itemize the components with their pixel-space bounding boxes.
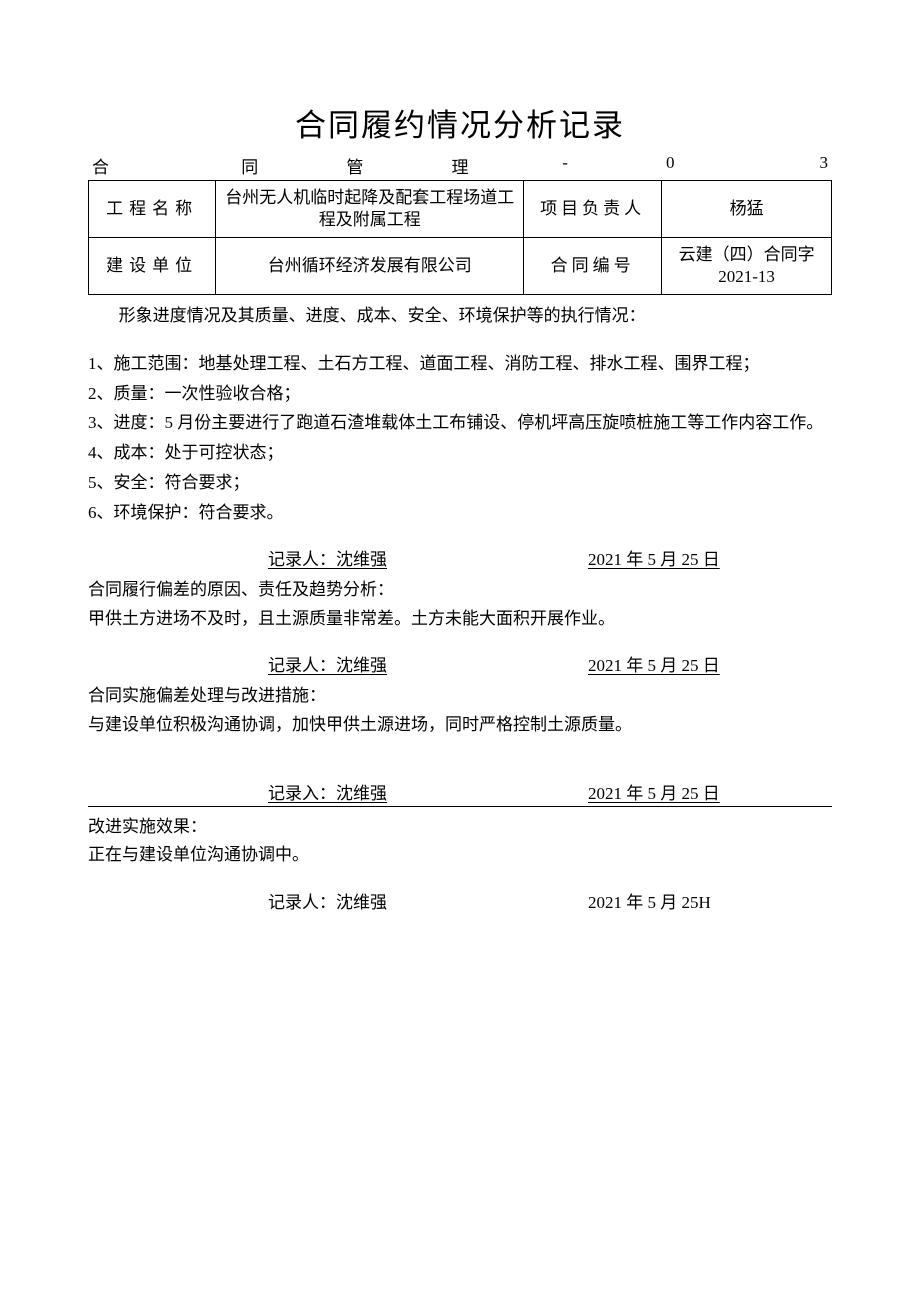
project-leader-value: 杨猛 [662,181,832,238]
table-row: 工程名称 台州无人机临时起降及配套工程场道工程及附属工程 项目负责人 杨猛 [89,181,832,238]
section3-date: 2021 年 5 月 25 日 [588,779,720,804]
section1-line-1: 1、施工范围：地基处理工程、土石方工程、道面工程、消防工程、排水工程、围界工程； [88,349,832,379]
section2-heading: 合同履行偏差的原因、责任及趋势分析： [88,576,832,603]
contract-no-label: 合同编号 [524,238,662,295]
section1-line-3: 3、进度：5 月份主要进行了跑道石渣堆载体土工布铺设、停机坪高压旋喷桩施工等工作… [88,408,832,438]
section1-line-6: 6、环境保护：符合要求。 [88,498,832,528]
section3-heading: 合同实施偏差处理与改进措施： [88,682,832,709]
project-name-value: 台州无人机临时起降及配套工程场道工程及附属工程 [216,181,524,238]
header-char-7: 3 [723,153,828,178]
section4-heading: 改进实施效果： [88,813,832,840]
project-name-label: 工程名称 [89,181,216,238]
section1-signature: 记录人：沈维强 2021 年 5 月 25 日 [88,545,832,570]
section4-signature: 记录人：沈维强 2021 年 5 月 25H [88,888,832,913]
contract-no-value: 云建（四）合同字2021-13 [662,238,832,295]
construction-unit-label: 建设单位 [89,238,216,295]
header-char-6: 0 [618,153,723,178]
document-title: 合同履约情况分析记录 [88,100,832,145]
table-row: 建设单位 台州循环经济发展有限公司 合同编号 云建（四）合同字2021-13 [89,238,832,295]
section3-signature: 记录入：沈维强 2021 年 5 月 25 日 [88,779,832,807]
header-char-3: 管 [302,153,407,178]
header-char-2: 同 [197,153,302,178]
section4-body-wrap: 正在与建设单位沟通协调中。 [88,840,832,870]
section4-body: 正在与建设单位沟通协调中。 [88,840,832,870]
section4-recorder: 记录人：沈维强 [268,888,588,913]
section3-recorder: 记录入：沈维强 [268,779,588,804]
section2-body-wrap: 甲供土方进场不及时，且土源质量非常差。土方未能大面积开展作业。 [88,604,832,634]
section1-line-4: 4、成本：处于可控状态； [88,438,832,468]
header-code-line: 合 同 管 理 - 0 3 [88,153,832,178]
section1-description: 形象进度情况及其质量、进度、成本、安全、环境保护等的执行情况： [88,303,832,329]
section1-date: 2021 年 5 月 25 日 [588,545,720,570]
section3-body: 与建设单位积极沟通协调，加快甲供土源进场，同时严格控制土源质量。 [88,710,832,740]
header-char-5: - [513,153,618,178]
section1-line-5: 5、安全：符合要求； [88,468,832,498]
section2-date: 2021 年 5 月 25 日 [588,651,720,676]
header-char-1: 合 [92,153,197,178]
project-info-table: 工程名称 台州无人机临时起降及配套工程场道工程及附属工程 项目负责人 杨猛 建设… [88,180,832,295]
section1-body: 1、施工范围：地基处理工程、土石方工程、道面工程、消防工程、排水工程、围界工程；… [88,349,832,528]
section2-recorder: 记录人：沈维强 [268,651,588,676]
construction-unit-value: 台州循环经济发展有限公司 [216,238,524,295]
section3-body-wrap: 与建设单位积极沟通协调，加快甲供土源进场，同时严格控制土源质量。 [88,710,832,740]
section1-line-2: 2、质量：一次性验收合格； [88,379,832,409]
project-leader-label: 项目负责人 [524,181,662,238]
section1-recorder: 记录人：沈维强 [268,545,588,570]
section2-body: 甲供土方进场不及时，且土源质量非常差。土方未能大面积开展作业。 [88,604,832,634]
header-char-4: 理 [407,153,512,178]
section2-signature: 记录人：沈维强 2021 年 5 月 25 日 [88,651,832,676]
section4-date: 2021 年 5 月 25H [588,888,711,913]
